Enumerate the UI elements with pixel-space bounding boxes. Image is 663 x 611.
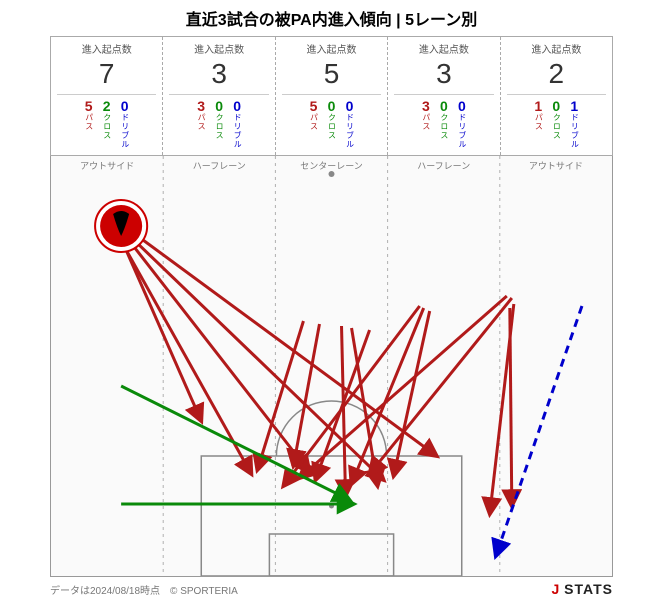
breakdown-item: 0ドリブル — [458, 99, 466, 149]
lane-stat: 進入起点数7 5パス 2クロス 0ドリブル — [51, 37, 163, 155]
breakdown-num: 0 — [121, 99, 129, 113]
lane-head: 進入起点数 — [276, 41, 387, 56]
breakdown-num: 0 — [328, 99, 336, 113]
lane-stat: 進入起点数33パス0クロス0ドリブル — [388, 37, 500, 155]
breakdown-item: 3パス — [422, 99, 430, 149]
breakdown-num: 2 — [103, 99, 111, 113]
lane-breakdown: 3パス0クロス0ドリブル — [388, 99, 499, 149]
breakdown-num: 0 — [458, 99, 466, 113]
breakdown-item: 5パス — [85, 99, 93, 149]
breakdown-label: パス — [310, 113, 318, 131]
lane-head: 進入起点数 — [51, 41, 162, 56]
lane-total: 3 — [169, 56, 268, 95]
breakdown-item: 1パス — [534, 99, 542, 149]
lane-head: 進入起点数 — [388, 41, 499, 56]
brand-logo: J STATS — [552, 581, 614, 597]
breakdown-item: 0ドリブル — [233, 99, 241, 149]
breakdown-label: クロス — [552, 113, 560, 140]
breakdown-num: 0 — [552, 99, 560, 113]
breakdown-label: パス — [197, 113, 205, 131]
breakdown-label: ドリブル — [233, 113, 241, 149]
credits-text: データは2024/08/18時点 © SPORTERIA — [50, 582, 238, 597]
breakdown-label: クロス — [103, 113, 111, 140]
breakdown-num: 0 — [233, 99, 241, 113]
lane-breakdown: 3パス0クロス0ドリブル — [163, 99, 274, 149]
breakdown-label: クロス — [328, 113, 336, 140]
breakdown-label: クロス — [215, 113, 223, 140]
breakdown-item: 0クロス — [328, 99, 336, 149]
breakdown-item: 0クロス — [215, 99, 223, 149]
breakdown-num: 0 — [346, 99, 354, 113]
lane-breakdown: 5パス 2クロス 0ドリブル — [51, 99, 162, 149]
breakdown-label: ドリブル — [121, 113, 129, 149]
breakdown-item: 3パス — [197, 99, 205, 149]
lane-breakdown: 5パス0クロス0ドリブル — [276, 99, 387, 149]
breakdown-label: パス — [85, 113, 93, 131]
breakdown-num: 1 — [570, 99, 578, 113]
lane-head: 進入起点数 — [501, 41, 612, 56]
breakdown-item: 5パス — [310, 99, 318, 149]
lane-total: 3 — [394, 56, 493, 95]
chart-title: 直近3試合の被PA内進入傾向 | 5レーン別 — [0, 0, 663, 36]
breakdown-label: ドリブル — [570, 113, 578, 149]
breakdown-num: 5 — [85, 99, 93, 113]
breakdown-label: ドリブル — [346, 113, 354, 149]
footer: データは2024/08/18時点 © SPORTERIA J STATS — [0, 577, 663, 597]
breakdown-num: 3 — [197, 99, 205, 113]
breakdown-item: 1ドリブル — [570, 99, 578, 149]
lane-total: 7 — [57, 56, 156, 95]
lane-stat: 進入起点数55パス0クロス0ドリブル — [276, 37, 388, 155]
lane-stat: 進入起点数21パス0クロス1ドリブル — [501, 37, 612, 155]
breakdown-label: クロス — [440, 113, 448, 140]
breakdown-num: 3 — [422, 99, 430, 113]
breakdown-num: 1 — [534, 99, 542, 113]
lane-total: 5 — [282, 56, 381, 95]
lane-stat: 進入起点数33パス0クロス0ドリブル — [163, 37, 275, 155]
breakdown-label: パス — [422, 113, 430, 131]
breakdown-num: 0 — [440, 99, 448, 113]
breakdown-label: ドリブル — [458, 113, 466, 149]
breakdown-label: パス — [534, 113, 542, 131]
lane-head: 進入起点数 — [163, 41, 274, 56]
lane-stats-row: 進入起点数75パス2クロス0ドリブル進入起点数33パス0クロス0ドリブル進入起点… — [50, 36, 613, 156]
lane-breakdown: 1パス0クロス1ドリブル — [501, 99, 612, 149]
breakdown-item: 0クロス — [552, 99, 560, 149]
chart-root: 直近3試合の被PA内進入傾向 | 5レーン別 進入起点数75パス2クロス0ドリブ… — [0, 0, 663, 611]
lane-total: 2 — [507, 56, 606, 95]
brand-stats: STATS — [559, 581, 613, 597]
breakdown-item: 2クロス — [103, 99, 111, 149]
breakdown-item: 0ドリブル — [121, 99, 129, 149]
breakdown-num: 5 — [310, 99, 318, 113]
breakdown-item: 0ドリブル — [346, 99, 354, 149]
pitch-svg — [51, 156, 612, 576]
breakdown-item: 0クロス — [440, 99, 448, 149]
breakdown-num: 0 — [215, 99, 223, 113]
pitch-area: アウトサイドハーフレーンセンターレーンハーフレーンアウトサイド — [50, 156, 613, 577]
